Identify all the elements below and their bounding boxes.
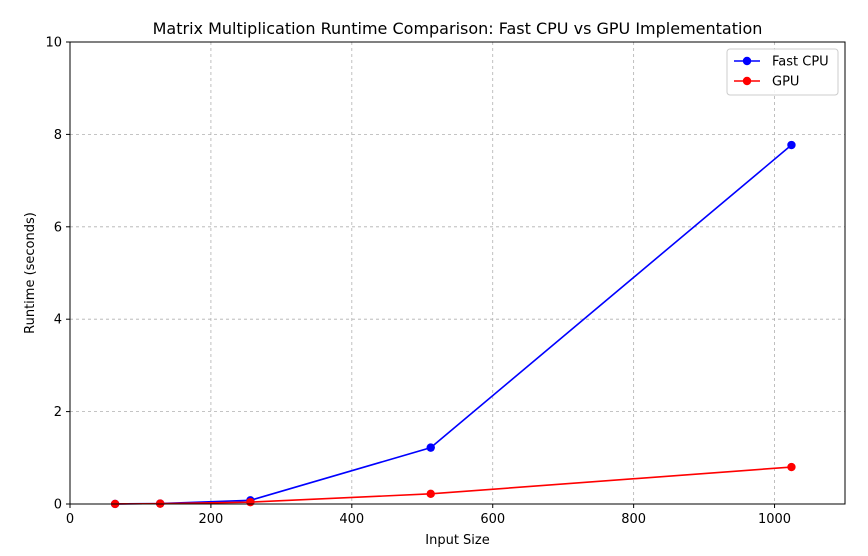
data-point-fast-cpu [426, 443, 435, 452]
grid [70, 42, 845, 504]
y-tick-label: 0 [54, 498, 62, 513]
x-tick-label: 800 [621, 512, 646, 527]
legend-label-gpu: GPU [772, 75, 799, 90]
series-layer [110, 140, 796, 509]
series-line-gpu [115, 466, 792, 505]
y-tick-label: 8 [54, 128, 62, 143]
y-tick-label: 4 [54, 313, 62, 328]
x-tick-label: 0 [66, 512, 74, 527]
data-point-fast-cpu [787, 140, 796, 150]
x-tick-label: 1000 [758, 512, 791, 527]
chart-title: Matrix Multiplication Runtime Comparison… [153, 19, 763, 38]
series-line-fast-cpu [115, 144, 792, 505]
y-tick-label: 2 [54, 405, 62, 420]
legend-marker-gpu [742, 76, 752, 86]
x-tick-label: 200 [198, 512, 223, 527]
y-tick-label: 6 [54, 220, 62, 235]
x-tick-label: 600 [480, 512, 505, 527]
legend-label-fast-cpu: Fast CPU [772, 55, 829, 70]
y-axis-label: Runtime (seconds) [23, 212, 38, 334]
legend-marker-fast-cpu [742, 56, 752, 66]
ticks: 0 200 400 600 800 1000 0 2 4 6 8 10 [45, 36, 791, 528]
legend: Fast CPU GPU [726, 48, 839, 96]
y-tick-label: 10 [45, 36, 62, 51]
x-tick-label: 400 [339, 512, 364, 527]
data-point-gpu [246, 497, 255, 507]
data-point-gpu [787, 462, 796, 472]
plot-frame [69, 41, 846, 505]
data-point-gpu [426, 489, 435, 499]
x-axis-label: Input Size [425, 533, 489, 548]
